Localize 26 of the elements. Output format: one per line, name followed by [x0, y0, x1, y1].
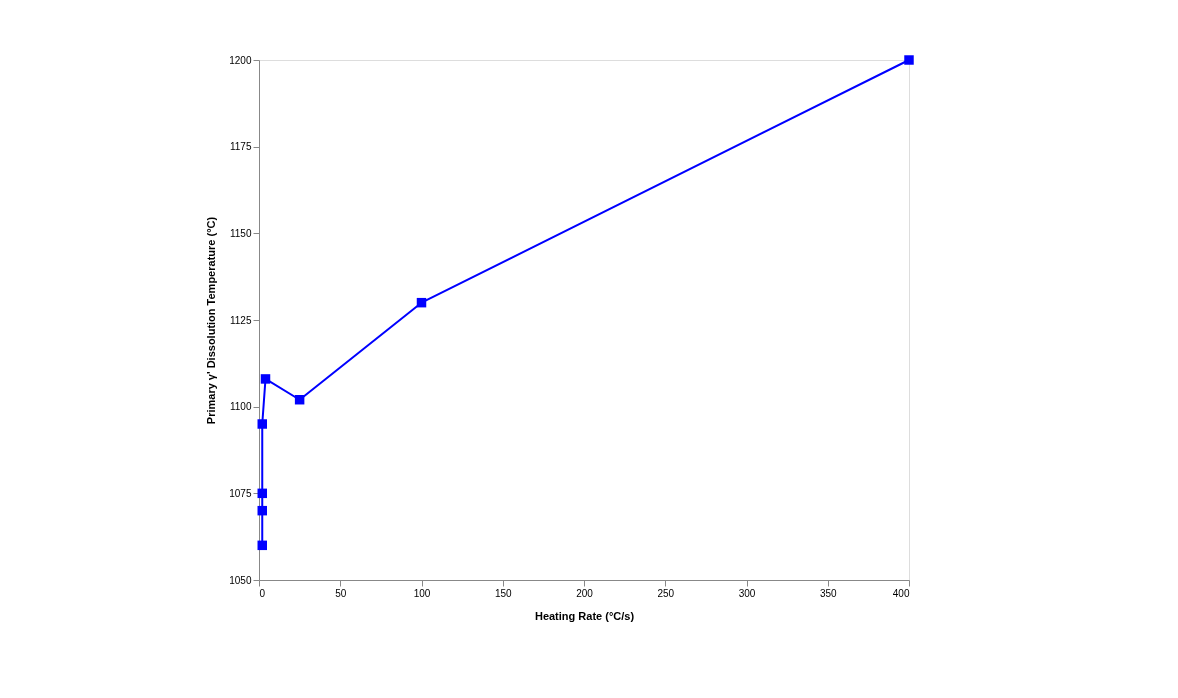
y-tick-label: 1050 [229, 574, 252, 586]
x-tick-label: 200 [576, 587, 594, 599]
point [904, 55, 914, 65]
y-axis-title: Primary γ' Dissolution Temperature (°C) [205, 216, 218, 425]
point [260, 374, 271, 384]
x-tick-label: 50 [335, 587, 347, 599]
x-tick-label: 0 [259, 587, 266, 599]
point [257, 488, 267, 499]
point [257, 540, 267, 551]
x-tick-label: 400 [892, 587, 910, 599]
y-tick-label: 1075 [229, 487, 252, 499]
point [294, 394, 305, 405]
x-tick-label: 250 [657, 587, 675, 599]
point [416, 297, 427, 308]
y-tick-label: 1200 [229, 54, 252, 66]
point [257, 419, 267, 429]
x-tick-label: 300 [738, 587, 756, 599]
x-tick-label: 100 [413, 587, 431, 599]
point [257, 505, 267, 516]
x-tick-label: 350 [819, 587, 838, 599]
y-tick-label: 1175 [229, 141, 252, 153]
y-tick-label: 1150 [229, 227, 252, 239]
x-tick-label: 150 [494, 587, 513, 599]
x-axis-title: Heating Rate (°C/s) [534, 609, 635, 622]
y-tick-label: 1100 [229, 401, 252, 413]
y-tick-label: 1125 [229, 314, 252, 326]
